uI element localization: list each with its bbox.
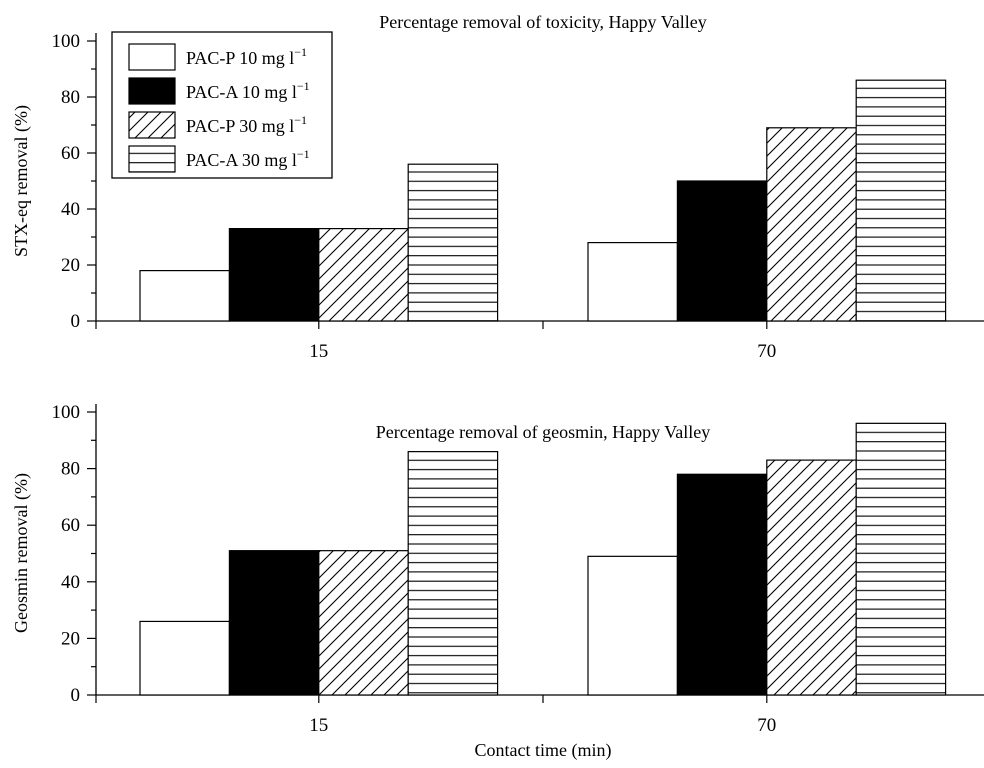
bar-black-15 bbox=[228, 228, 320, 322]
bar-diagonal-70 bbox=[766, 127, 857, 322]
y-tick-label: 0 bbox=[71, 685, 81, 706]
y-axis-title: Geosmin removal (%) bbox=[11, 473, 32, 633]
legend-unit-superscript: −1 bbox=[294, 113, 307, 127]
legend-swatch-white bbox=[128, 43, 176, 71]
legend-unit-superscript: −1 bbox=[297, 79, 310, 93]
bar-white-70 bbox=[587, 555, 679, 696]
y-tick-label: 60 bbox=[61, 515, 80, 536]
y-tick-label: 40 bbox=[61, 572, 80, 593]
y-tick-label: 100 bbox=[52, 402, 81, 423]
legend-label: PAC-P 30 mg l−1 bbox=[186, 113, 307, 136]
legend-unit-superscript: −1 bbox=[294, 45, 307, 59]
x-axis-title: Contact time (min) bbox=[475, 740, 612, 761]
x-tick-label: 15 bbox=[309, 715, 328, 736]
legend-unit-superscript: −1 bbox=[297, 147, 310, 161]
bar-diagonal-70 bbox=[766, 459, 857, 696]
panel-title: Percentage removal of toxicity, Happy Va… bbox=[379, 12, 706, 32]
legend-label-text: PAC-A 10 mg l bbox=[186, 82, 297, 102]
bar-horizontal-15 bbox=[407, 451, 499, 696]
legend-label-text: PAC-A 30 mg l bbox=[186, 150, 297, 170]
legend-label: PAC-A 10 mg l−1 bbox=[186, 79, 310, 102]
bar-horizontal-70 bbox=[855, 422, 947, 696]
panel-title: Percentage removal of geosmin, Happy Val… bbox=[376, 422, 711, 442]
chart-panel-1: 0 20 40 60 80 100 15 70 Percentage removal of to… bbox=[11, 12, 984, 362]
y-tick-label: 60 bbox=[61, 143, 80, 164]
bar-white-15 bbox=[139, 270, 231, 322]
legend-label-text: PAC-P 10 mg l bbox=[186, 48, 294, 68]
legend-label: PAC-P 10 mg l−1 bbox=[186, 45, 307, 68]
y-tick-label: 80 bbox=[61, 87, 80, 108]
legend-swatch-diagonal bbox=[128, 111, 176, 139]
x-tick-label: 70 bbox=[757, 715, 776, 736]
bar-white-15 bbox=[139, 620, 231, 696]
legend-label: PAC-A 30 mg l−1 bbox=[186, 147, 310, 170]
bar-horizontal-15 bbox=[407, 163, 499, 322]
bar-black-15 bbox=[228, 550, 320, 696]
bar-diagonal-15 bbox=[318, 228, 409, 322]
legend-swatch-black bbox=[128, 77, 176, 105]
y-tick-label: 0 bbox=[71, 311, 81, 332]
y-tick-label: 20 bbox=[61, 628, 80, 649]
y-tick-label: 80 bbox=[61, 459, 80, 480]
bar-black-70 bbox=[676, 473, 768, 696]
y-axis-title: STX-eq removal (%) bbox=[11, 105, 32, 257]
bar-white-70 bbox=[587, 242, 679, 322]
legend-swatch-horizontal bbox=[128, 145, 176, 173]
legend-label-text: PAC-P 30 mg l bbox=[186, 116, 294, 136]
bar-diagonal-15 bbox=[318, 550, 409, 696]
y-tick-label: 20 bbox=[61, 255, 80, 276]
bar-black-70 bbox=[676, 180, 768, 322]
x-tick-label: 70 bbox=[757, 341, 776, 362]
chart-panel-2: 0 20 40 60 80 100 15 70 Percentage removal of ge… bbox=[11, 402, 984, 761]
x-tick-label: 15 bbox=[309, 341, 328, 362]
y-tick-label: 100 bbox=[52, 31, 81, 52]
bar-horizontal-70 bbox=[855, 79, 947, 322]
y-tick-label: 40 bbox=[61, 199, 80, 220]
